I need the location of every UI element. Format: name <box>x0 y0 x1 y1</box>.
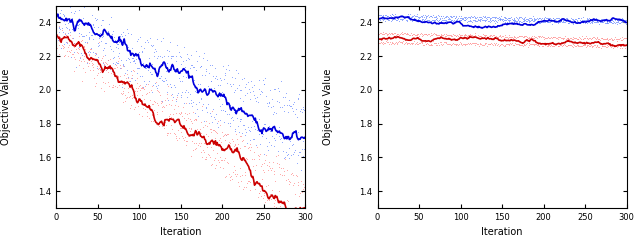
X-axis label: Iteration: Iteration <box>160 227 202 237</box>
Y-axis label: Objective Value: Objective Value <box>323 69 333 145</box>
X-axis label: Iteration: Iteration <box>481 227 523 237</box>
Y-axis label: Objective Value: Objective Value <box>1 69 12 145</box>
